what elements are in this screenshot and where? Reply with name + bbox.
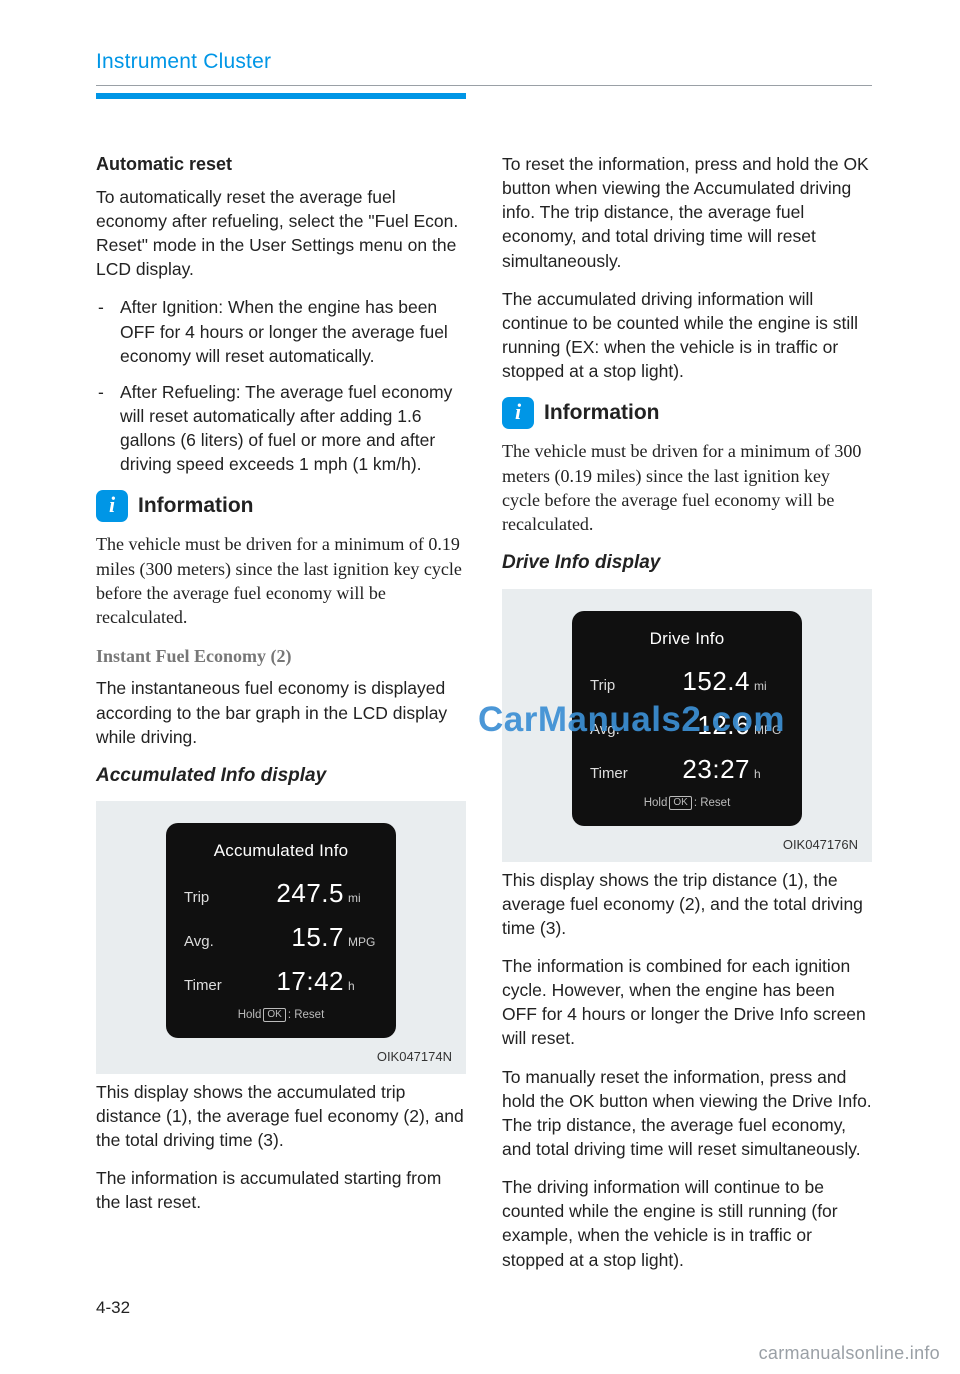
ok-button-icon: OK bbox=[263, 1008, 285, 1022]
lcd-label-avg: Avg. bbox=[184, 932, 242, 953]
lcd-title: Drive Info bbox=[590, 627, 784, 650]
info-callout: i Information bbox=[96, 490, 466, 522]
figure-caption: OIK047176N bbox=[502, 836, 872, 854]
lcd-reset-suffix: : Reset bbox=[288, 1009, 324, 1021]
info-body: The vehicle must be driven for a minimum… bbox=[502, 439, 872, 536]
heading-automatic-reset: Automatic reset bbox=[96, 152, 466, 177]
lcd-label-timer: Timer bbox=[590, 764, 648, 785]
heading-drive-info: Drive Info display bbox=[502, 550, 872, 576]
para-accum-1: This display shows the accumulated trip … bbox=[96, 1080, 466, 1152]
para-instant: The instantaneous fuel economy is displa… bbox=[96, 676, 466, 748]
para-reset-1: To reset the information, press and hold… bbox=[502, 152, 872, 273]
left-column: Automatic reset To automatically reset t… bbox=[96, 152, 466, 1286]
para-reset-2: The accumulated driving information will… bbox=[502, 287, 872, 384]
figure-caption: OIK047174N bbox=[96, 1048, 466, 1066]
para-auto-reset: To automatically reset the average fuel … bbox=[96, 185, 466, 282]
footer-url: carmanualsonline.info bbox=[759, 1343, 940, 1364]
lcd-accumulated: Accumulated Info Trip 247.5 mi Avg. 15.7… bbox=[166, 823, 396, 1038]
lcd-label-timer: Timer bbox=[184, 976, 242, 997]
info-label: Information bbox=[544, 399, 660, 428]
para-drive-2: The information is combined for each ign… bbox=[502, 954, 872, 1051]
lcd-drive-info: Drive Info Trip 152.4 mi Avg. 12.6 MPG T… bbox=[572, 611, 802, 826]
list-item: After Ignition: When the engine has been… bbox=[96, 295, 466, 367]
lcd-value-timer: 23:27 bbox=[648, 752, 750, 788]
info-icon-glyph: i bbox=[109, 494, 115, 516]
bullet-list: After Ignition: When the engine has been… bbox=[96, 295, 466, 476]
lcd-row: Timer 23:27 h bbox=[590, 752, 784, 788]
lcd-unit-avg: MPG bbox=[348, 934, 378, 951]
lcd-value-avg: 15.7 bbox=[242, 920, 344, 956]
section-title: Instrument Cluster bbox=[96, 50, 872, 74]
lcd-reset-prefix: Hold bbox=[644, 797, 668, 809]
info-callout: i Information bbox=[502, 397, 872, 429]
info-icon-glyph: i bbox=[515, 401, 521, 423]
lcd-value-avg: 12.6 bbox=[648, 708, 750, 744]
heading-accumulated: Accumulated Info display bbox=[96, 763, 466, 789]
lcd-unit-trip: mi bbox=[348, 890, 378, 907]
lcd-row: Trip 247.5 mi bbox=[184, 876, 378, 912]
lcd-unit-timer: h bbox=[348, 978, 378, 995]
lcd-title: Accumulated Info bbox=[184, 839, 378, 862]
ok-button-icon: OK bbox=[669, 796, 691, 810]
figure-drive-info: Drive Info Trip 152.4 mi Avg. 12.6 MPG T… bbox=[502, 589, 872, 862]
lcd-unit-avg: MPG bbox=[754, 722, 784, 739]
list-item: After Refueling: The average fuel econom… bbox=[96, 380, 466, 477]
lcd-row: Avg. 12.6 MPG bbox=[590, 708, 784, 744]
para-drive-4: The driving information will continue to… bbox=[502, 1175, 872, 1272]
content-columns: Automatic reset To automatically reset t… bbox=[96, 152, 872, 1286]
lcd-reset-hint: HoldOK: Reset bbox=[590, 796, 784, 812]
para-drive-1: This display shows the trip distance (1)… bbox=[502, 868, 872, 940]
header-rule-accent bbox=[96, 93, 466, 99]
lcd-reset-suffix: : Reset bbox=[694, 797, 730, 809]
info-body: The vehicle must be driven for a minimum… bbox=[96, 532, 466, 629]
page: Instrument Cluster Automatic reset To au… bbox=[0, 0, 960, 1374]
lcd-value-trip: 247.5 bbox=[242, 876, 344, 912]
figure-accumulated: Accumulated Info Trip 247.5 mi Avg. 15.7… bbox=[96, 801, 466, 1074]
page-number: 4-32 bbox=[96, 1298, 130, 1318]
lcd-unit-timer: h bbox=[754, 766, 784, 783]
lcd-label-trip: Trip bbox=[590, 676, 648, 697]
lcd-reset-prefix: Hold bbox=[238, 1009, 262, 1021]
para-accum-2: The information is accumulated starting … bbox=[96, 1166, 466, 1214]
lcd-unit-trip: mi bbox=[754, 678, 784, 695]
right-column: To reset the information, press and hold… bbox=[502, 152, 872, 1286]
lcd-label-avg: Avg. bbox=[590, 720, 648, 741]
info-icon: i bbox=[96, 490, 128, 522]
info-label: Information bbox=[138, 492, 254, 521]
lcd-value-timer: 17:42 bbox=[242, 964, 344, 1000]
header-rule-thin bbox=[96, 85, 872, 87]
lcd-label-trip: Trip bbox=[184, 888, 242, 909]
para-drive-3: To manually reset the information, press… bbox=[502, 1065, 872, 1162]
lcd-row: Timer 17:42 h bbox=[184, 964, 378, 1000]
heading-instant-fuel: Instant Fuel Economy (2) bbox=[96, 644, 466, 669]
lcd-value-trip: 152.4 bbox=[648, 664, 750, 700]
lcd-reset-hint: HoldOK: Reset bbox=[184, 1008, 378, 1024]
info-icon: i bbox=[502, 397, 534, 429]
lcd-row: Avg. 15.7 MPG bbox=[184, 920, 378, 956]
page-header: Instrument Cluster bbox=[96, 50, 872, 86]
lcd-row: Trip 152.4 mi bbox=[590, 664, 784, 700]
